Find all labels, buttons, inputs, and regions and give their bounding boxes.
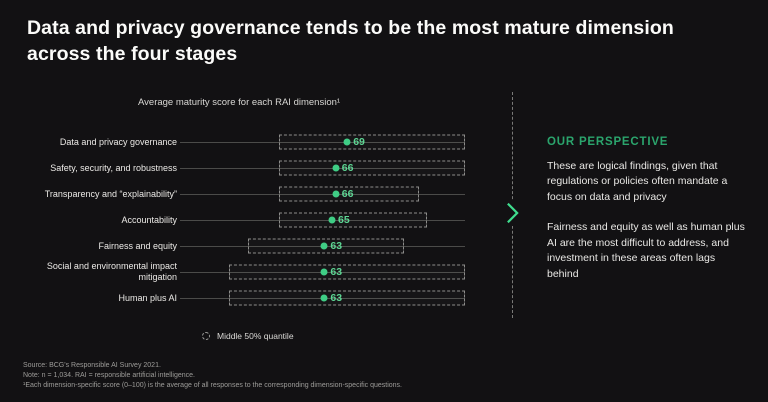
legend-label: Middle 50% quantile xyxy=(217,331,294,341)
row-plot: 65 xyxy=(180,207,465,233)
score-value: 69 xyxy=(353,136,365,148)
row-plot: 63 xyxy=(180,285,465,311)
chart-subtitle: Average maturity score for each RAI dime… xyxy=(138,97,341,108)
chart-row: Social and environmental impact mitigati… xyxy=(27,259,465,285)
score-dot xyxy=(332,190,340,198)
quantile-swatch-icon xyxy=(202,332,210,340)
dimension-label: Safety, security, and robustness xyxy=(50,162,177,173)
row-plot: 66 xyxy=(180,181,465,207)
perspective-paragraph: These are logical findings, given that r… xyxy=(547,160,728,203)
dimension-label: Human plus AI xyxy=(118,292,177,303)
dimension-label: Social and environmental impact mitigati… xyxy=(46,261,177,282)
chart-rows: Data and privacy governance 69 Safety, sec… xyxy=(27,129,465,311)
dimension-label: Fairness and equity xyxy=(98,240,177,251)
score-dot xyxy=(320,268,328,276)
score-value: 66 xyxy=(341,188,354,200)
score-value: 63 xyxy=(330,292,343,304)
chart-row: Human plus AI 63 xyxy=(27,285,465,311)
footnote-definition: ¹Each dimension-specific score (0–100) i… xyxy=(23,382,402,390)
chart-row: Transparency and “explainability” 66 xyxy=(27,181,465,207)
score-value: 63 xyxy=(330,266,343,278)
chart-row: Data and privacy governance 69 xyxy=(27,129,465,155)
quantile-box xyxy=(229,264,465,280)
score-value: 63 xyxy=(330,240,343,252)
dimension-label: Accountability xyxy=(121,214,177,225)
perspective-paragraph: Fairness and equity as well as human plu… xyxy=(547,221,745,280)
footnote-source: Source: BCG's Responsible AI Survey 2021… xyxy=(23,362,161,369)
quantile-box xyxy=(278,160,465,176)
chart-row: Accountability 65 xyxy=(27,207,465,233)
page-title: Data and privacy governance tends to be … xyxy=(27,17,674,65)
quantile-box xyxy=(278,212,427,228)
score-dot xyxy=(320,294,328,302)
whisker-line xyxy=(180,142,465,143)
score-value: 66 xyxy=(341,162,354,174)
row-plot: 69 xyxy=(180,129,465,155)
score-value: 65 xyxy=(337,214,350,226)
score-dot xyxy=(332,164,340,172)
footnote-note: Note: n = 1,034. RAI = responsible artif… xyxy=(23,372,195,380)
whisker-line xyxy=(180,194,465,195)
score-dot xyxy=(343,138,351,146)
perspective-heading: OUR PERSPECTIVE xyxy=(547,136,669,148)
perspective-panel: OUR PERSPECTIVE These are logical findin… xyxy=(547,136,747,282)
row-plot: 63 xyxy=(180,233,465,259)
chart-row: Fairness and equity 63 xyxy=(27,233,465,259)
score-dot xyxy=(320,242,328,250)
whisker-line xyxy=(180,220,465,221)
dimension-label: Transparency and “explainability” xyxy=(44,188,177,199)
row-plot: 66 xyxy=(180,155,465,181)
chart-legend: Middle 50% quantile xyxy=(202,331,294,341)
quantile-box xyxy=(248,238,405,254)
score-dot xyxy=(328,216,336,224)
row-plot: 63 xyxy=(180,259,465,285)
quantile-box xyxy=(229,290,465,306)
quantile-box xyxy=(278,134,465,150)
quantile-box xyxy=(278,186,420,202)
whisker-line xyxy=(180,168,465,169)
footnotes: Source: BCG's Responsible AI Survey 2021… xyxy=(23,361,402,391)
dimension-label: Data and privacy governance xyxy=(59,136,177,147)
chevron-right-icon xyxy=(504,200,521,226)
chart-row: Safety, security, and robustness 66 xyxy=(27,155,465,181)
